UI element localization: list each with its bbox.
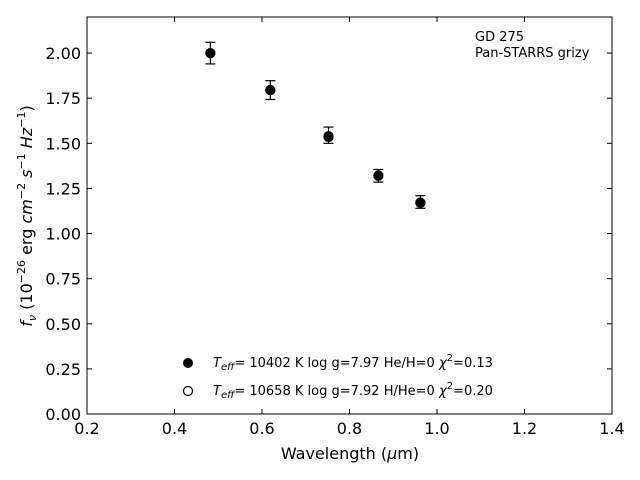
x-tick-label: 0.2: [74, 419, 99, 438]
y-tick-label: 0.00: [45, 405, 81, 424]
model-point-filled: [265, 84, 276, 96]
x-tick-label: 1.0: [424, 419, 449, 438]
y-tick-label: 0.25: [45, 360, 81, 379]
y-tick-label: 1.50: [45, 134, 81, 153]
legend-marker-open: [182, 385, 194, 397]
x-tick-label: 0.8: [337, 419, 362, 438]
x-axis: 0.2 0.4 0.6 0.8 1.0 1.2 1.4: [74, 17, 625, 438]
model-point-filled: [415, 197, 426, 208]
legend-marker-filled: [183, 358, 193, 368]
legend-entry-filled: Teff= 10402 K log g=7.97 He/H=0 χ2=0.13: [213, 353, 493, 373]
y-tick-label: 1.75: [45, 89, 81, 108]
legend: Teff= 10402 K log g=7.97 He/H=0 χ2=0.13 …: [182, 353, 493, 401]
plot-area: [86, 16, 613, 415]
annotation-object-name: GD 275: [475, 30, 524, 45]
x-tick-label: 1.4: [599, 419, 624, 438]
x-axis-label: Wavelength (μm): [281, 444, 419, 463]
y-tick-label: 0.50: [45, 315, 81, 334]
y-tick-label: 0.75: [45, 270, 81, 289]
y-axis: 0.00 0.25 0.50 0.75 1.00 1.25 1.50 1.75 2.00: [45, 44, 612, 424]
x-tick-label: 0.4: [162, 419, 187, 438]
data-points: [205, 47, 426, 208]
x-tick-label: 0.6: [249, 419, 274, 438]
x-tick-label: 1.2: [512, 419, 537, 438]
y-tick-label: 2.00: [45, 44, 81, 63]
model-point-filled: [205, 47, 216, 59]
legend-entry-open: Teff= 10658 K log g=7.92 H/He=0 χ2=0.20: [213, 381, 493, 401]
y-axis-label: fν (10−26 erg cm−2 s−1 Hz−1): [15, 105, 39, 326]
model-point-filled: [373, 170, 384, 181]
y-tick-label: 1.25: [45, 179, 81, 198]
y-tick-label: 1.00: [45, 225, 81, 244]
annotation-survey: Pan-STARRS grizy: [475, 46, 590, 61]
model-point-filled: [323, 131, 334, 142]
